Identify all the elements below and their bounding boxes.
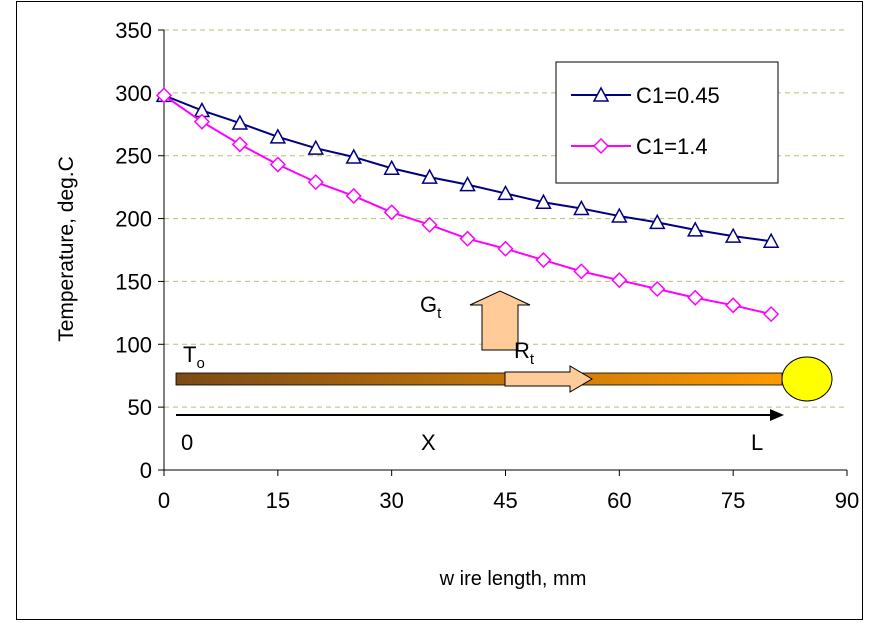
data-point-c1-0-45 <box>686 221 704 237</box>
data-point-c1-0-45 <box>611 207 628 223</box>
data-point-c1-1-4 <box>193 113 211 130</box>
legend-triangle-marker <box>592 86 610 102</box>
x-tick-label: 90 <box>835 488 859 513</box>
data-point-c1-0-45 <box>762 232 780 248</box>
wire-schematic: To Gt Rt 0 X L <box>175 290 833 455</box>
data-point-c1-0-45 <box>724 227 742 243</box>
data-point-c1-0-45 <box>307 139 325 155</box>
y-axis-label: Temperature, deg.C <box>55 156 78 342</box>
wire-bulb <box>781 356 833 402</box>
gt-arrow <box>469 290 531 351</box>
data-point-c1-0-45 <box>649 213 666 230</box>
y-tick-label: 350 <box>115 18 152 43</box>
y-tick-label: 50 <box>128 395 152 420</box>
legend: C1=0.45 C1=1.4 <box>555 61 779 184</box>
length-axis-start-label: 0 <box>181 430 193 455</box>
x-tick-label: 45 <box>493 488 517 513</box>
data-point-c1-1-4 <box>307 174 324 191</box>
y-tick-labels: 0 50 100 150 200 250 300 350 <box>115 18 152 483</box>
x-tick-label: 75 <box>721 488 745 513</box>
legend-box <box>555 61 779 184</box>
legend-diamond-marker <box>592 137 610 155</box>
data-point-c1-0-45 <box>383 159 400 176</box>
data-point-c1-1-4 <box>573 263 590 280</box>
data-point-c1-1-4 <box>383 204 400 221</box>
x-axis-label: w ire length, mm <box>439 568 587 590</box>
rt-subscript: t <box>530 351 535 368</box>
x-tick-label: 60 <box>607 488 631 513</box>
svg-text:To: To <box>183 342 205 372</box>
data-point-c1-0-45 <box>269 128 287 144</box>
data-point-c1-1-4 <box>687 289 704 306</box>
gt-subscript: t <box>437 305 442 322</box>
data-point-c1-1-4 <box>421 216 438 233</box>
data-point-c1-1-4 <box>535 251 552 269</box>
length-axis-end-label: L <box>751 430 763 455</box>
rt-label: R <box>514 338 530 363</box>
data-point-c1-1-4 <box>763 306 780 323</box>
data-point-c1-1-4 <box>231 136 248 153</box>
legend-label-c14: C1=1.4 <box>636 134 708 159</box>
svg-text:Gt: Gt <box>420 292 442 322</box>
data-point-c1-0-45 <box>573 199 590 216</box>
length-axis-mid-label: X <box>421 430 436 455</box>
data-point-c1-0-45 <box>497 184 514 201</box>
x-tick-label: 30 <box>379 488 403 513</box>
data-point-c1-1-4 <box>459 230 476 247</box>
t0-label: T <box>183 342 196 367</box>
data-point-c1-1-4 <box>269 156 286 173</box>
svg-text:Rt: Rt <box>514 338 535 368</box>
t0-subscript: o <box>196 355 204 372</box>
length-axis-arrowhead <box>770 409 784 421</box>
x-tick-labels: 0 15 30 45 60 75 90 <box>158 488 859 513</box>
data-point-c1-1-4 <box>725 297 742 314</box>
legend-label-c045: C1=0.45 <box>636 83 720 108</box>
data-point-c1-0-45 <box>459 176 476 192</box>
data-point-c1-1-4 <box>611 272 628 289</box>
wire-bar <box>175 372 783 386</box>
data-series <box>155 86 780 323</box>
y-tick-label: 150 <box>115 269 152 294</box>
data-point-c1-1-4 <box>345 187 362 205</box>
data-point-c1-1-4 <box>649 280 666 298</box>
x-tick-label: 0 <box>158 488 170 513</box>
y-tick-label: 200 <box>115 207 152 232</box>
data-point-c1-0-45 <box>345 148 362 164</box>
data-point-c1-1-4 <box>497 240 514 257</box>
x-tick-label: 15 <box>266 488 290 513</box>
y-tick-label: 250 <box>115 144 152 169</box>
y-tick-label: 0 <box>140 458 152 483</box>
data-point-c1-1-4 <box>155 87 173 104</box>
y-tick-label: 100 <box>115 332 152 357</box>
data-point-c1-0-45 <box>535 193 552 209</box>
data-point-c1-0-45 <box>421 168 438 184</box>
y-tick-label: 300 <box>115 81 152 106</box>
rt-arrow <box>504 365 593 393</box>
data-point-c1-0-45 <box>231 114 249 130</box>
gt-label: G <box>420 292 437 317</box>
